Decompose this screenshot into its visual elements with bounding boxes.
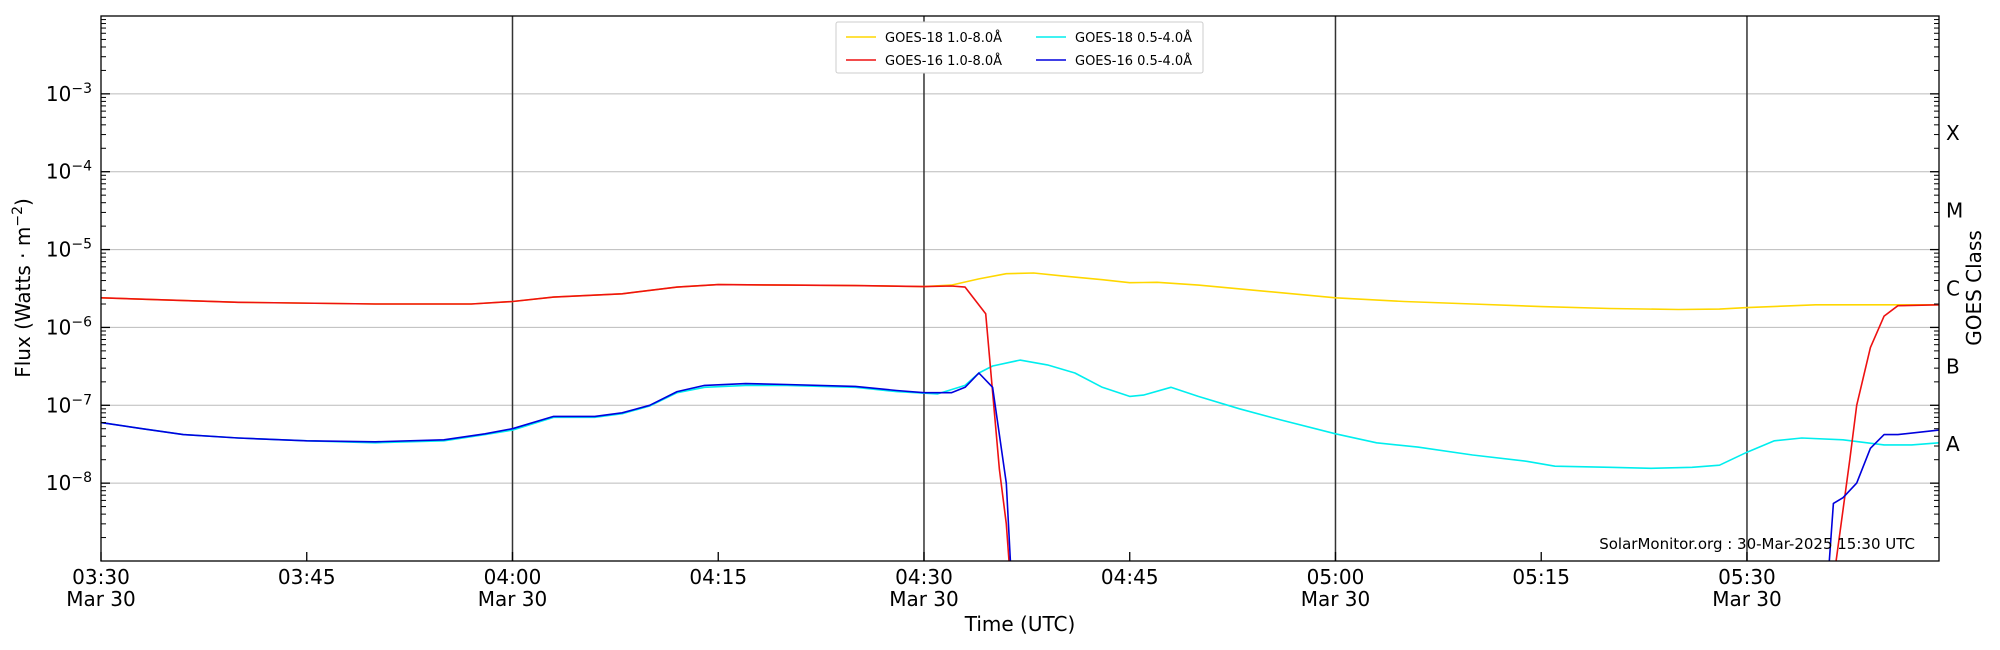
x-tick-label: 03:30 xyxy=(72,565,130,589)
y-axis-title-close: ) xyxy=(11,198,35,206)
goes-class-axis-title: GOES Class xyxy=(1962,230,1986,346)
goes-class-label: A xyxy=(1946,432,1960,456)
legend-entry: GOES-16 0.5-4.0Å xyxy=(1075,53,1192,69)
legend: GOES-18 1.0-8.0Å GOES-16 1.0-8.0Å GOES-18 … xyxy=(835,21,1204,74)
grid-lines xyxy=(101,93,1939,484)
legend-box xyxy=(835,21,1204,74)
y-tick-label: 10−5 xyxy=(46,237,92,262)
goes-class-label: C xyxy=(1946,277,1960,301)
series-line xyxy=(101,283,1939,561)
credit-text: SolarMonitor.org : 30-Mar-2025 15:30 UTC xyxy=(1599,535,1915,553)
x-tick-label: 04:00 xyxy=(484,565,542,589)
x-tick-date-label: Mar 30 xyxy=(1301,587,1371,611)
y-tick-label: 10−7 xyxy=(46,392,92,417)
y-tick-exponent: −6 xyxy=(71,314,92,330)
series-lines xyxy=(101,272,1939,561)
y-axis-title: Flux (Watts · m−2) xyxy=(10,198,35,378)
y-tick-base: 10 xyxy=(46,471,71,495)
y-tick-base: 10 xyxy=(46,315,71,339)
y-axis-ticks: 10−810−710−610−510−410−3 xyxy=(46,19,1939,539)
goes-class-label: B xyxy=(1946,354,1960,378)
legend-entry: GOES-16 1.0-8.0Å xyxy=(885,53,1002,69)
x-tick-date-label: Mar 30 xyxy=(889,587,959,611)
y-tick-base: 10 xyxy=(46,82,71,106)
x-tick-date-label: Mar 30 xyxy=(1712,587,1782,611)
y-tick-label: 10−4 xyxy=(46,159,92,184)
plot-frame xyxy=(100,15,1940,562)
y-tick-exponent: −5 xyxy=(71,237,92,253)
legend-entry: GOES-18 0.5-4.0Å xyxy=(1075,30,1192,46)
x-tick-date-label: Mar 30 xyxy=(478,587,548,611)
goes-class-labels: A B C M X xyxy=(1946,121,1963,456)
series-line xyxy=(101,359,1939,470)
x-axis-title: Time (UTC) xyxy=(964,612,1076,636)
goes-class-label: M xyxy=(1946,199,1963,223)
y-tick-label: 10−6 xyxy=(46,314,92,339)
x-tick-label: 04:15 xyxy=(689,565,747,589)
x-tick-label: 05:00 xyxy=(1307,565,1365,589)
y-tick-base: 10 xyxy=(46,160,71,184)
y-tick-exponent: −7 xyxy=(71,392,92,408)
goes-class-label: X xyxy=(1946,121,1960,145)
y-tick-base: 10 xyxy=(46,393,71,417)
x-tick-label: 04:45 xyxy=(1101,565,1159,589)
x-tick-label: 04:30 xyxy=(895,565,953,589)
legend-entry: GOES-18 1.0-8.0Å xyxy=(885,30,1002,46)
x-tick-label: 03:45 xyxy=(278,565,336,589)
y-tick-exponent: −3 xyxy=(71,81,92,97)
x-tick-label: 05:15 xyxy=(1512,565,1570,589)
y-tick-exponent: −4 xyxy=(71,159,92,175)
y-tick-base: 10 xyxy=(46,238,71,262)
y-tick-exponent: −8 xyxy=(71,470,92,486)
day-hour-markers xyxy=(511,16,1748,561)
y-axis-title-main: Flux (Watts · m xyxy=(11,227,35,378)
series-line xyxy=(101,372,1939,561)
x-tick-label: 05:30 xyxy=(1718,565,1776,589)
y-tick-label: 10−3 xyxy=(46,81,92,106)
y-axis-title-sup: −2 xyxy=(10,206,26,227)
y-tick-label: 10−8 xyxy=(46,470,92,495)
x-tick-date-label: Mar 30 xyxy=(66,587,136,611)
